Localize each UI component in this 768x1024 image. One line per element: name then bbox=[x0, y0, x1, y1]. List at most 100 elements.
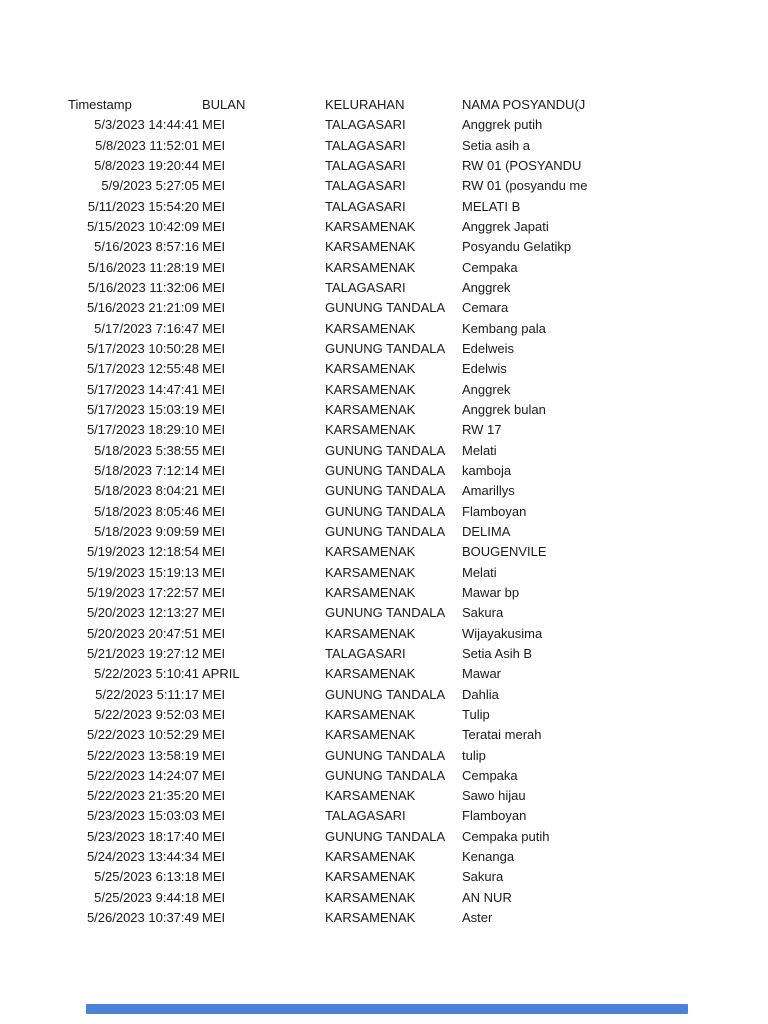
column-header-kelurahan: KELURAHAN bbox=[325, 97, 405, 112]
cell-kelurahan: TALAGASARI bbox=[325, 198, 406, 214]
cell-bulan: MEI bbox=[202, 910, 226, 926]
cell-timestamp: 5/17/2023 18:29:10 bbox=[86, 422, 199, 438]
cell-bulan: MEI bbox=[202, 340, 226, 356]
table-row: 5/11/2023 15:54:20 MEI TALAGASARI MELATI… bbox=[68, 197, 613, 217]
cell-nama-posyandu: Setia Asih B bbox=[462, 645, 533, 661]
cell-timestamp: 5/22/2023 5:10:41 bbox=[94, 666, 199, 682]
cell-bulan: MEI bbox=[202, 483, 226, 499]
cell-kelurahan: KARSAMENAK bbox=[325, 544, 416, 560]
horizontal-scrollbar-thumb[interactable] bbox=[86, 1004, 688, 1014]
table-row: 5/16/2023 21:21:09 MEI GUNUNG TANDALA Ce… bbox=[68, 298, 613, 318]
cell-kelurahan: TALAGASARI bbox=[325, 117, 406, 133]
cell-nama-posyandu: Kenanga bbox=[462, 849, 515, 865]
column-header-bulan: BULAN bbox=[202, 97, 246, 112]
cell-kelurahan: KARSAMENAK bbox=[325, 706, 416, 722]
cell-timestamp: 5/18/2023 7:12:14 bbox=[94, 462, 199, 478]
cell-timestamp: 5/18/2023 8:04:21 bbox=[94, 483, 199, 499]
cell-kelurahan: KARSAMENAK bbox=[325, 401, 416, 417]
cell-kelurahan: KARSAMENAK bbox=[325, 889, 416, 905]
cell-kelurahan: GUNUNG TANDALA bbox=[325, 523, 446, 539]
cell-timestamp: 5/20/2023 20:47:51 bbox=[86, 625, 199, 641]
cell-kelurahan: KARSAMENAK bbox=[325, 727, 416, 743]
cell-nama-posyandu: BOUGENVILE bbox=[462, 544, 547, 560]
cell-nama-posyandu: Edelwis bbox=[462, 361, 507, 377]
cell-bulan: MEI bbox=[202, 117, 226, 133]
cell-kelurahan: KARSAMENAK bbox=[325, 869, 416, 885]
cell-nama-posyandu: Mawar bbox=[462, 666, 502, 682]
cell-timestamp: 5/17/2023 14:47:41 bbox=[86, 381, 199, 397]
cell-bulan: MEI bbox=[202, 462, 226, 478]
cell-kelurahan: GUNUNG TANDALA bbox=[325, 300, 446, 316]
table-row: 5/25/2023 9:44:18 MEI KARSAMENAK AN NUR bbox=[68, 888, 613, 908]
cell-nama-posyandu: MELATI B bbox=[462, 198, 521, 214]
cell-nama-posyandu: Flamboyan bbox=[462, 808, 527, 824]
table-row: 5/17/2023 15:03:19 MEI KARSAMENAK Anggre… bbox=[68, 400, 613, 420]
cell-kelurahan: KARSAMENAK bbox=[325, 361, 416, 377]
cell-bulan: MEI bbox=[202, 686, 226, 702]
cell-kelurahan: GUNUNG TANDALA bbox=[325, 686, 446, 702]
cell-timestamp: 5/8/2023 11:52:01 bbox=[95, 137, 199, 153]
table-row: 5/22/2023 5:10:41 APRIL KARSAMENAK Mawar bbox=[68, 664, 613, 684]
cell-timestamp: 5/8/2023 19:20:44 bbox=[94, 157, 199, 173]
cell-kelurahan: KARSAMENAK bbox=[325, 625, 416, 641]
cell-bulan: MEI bbox=[202, 584, 226, 600]
cell-nama-posyandu: Tulip bbox=[462, 706, 490, 722]
spreadsheet-table: Timestamp BULAN KELURAHAN NAMA POSYANDU(… bbox=[68, 95, 613, 928]
cell-nama-posyandu: Anggrek Japati bbox=[462, 218, 549, 234]
table-row: 5/19/2023 12:18:54 MEI KARSAMENAK BOUGEN… bbox=[68, 542, 613, 562]
table-row: 5/16/2023 8:57:16 MEI KARSAMENAK Posyand… bbox=[68, 237, 613, 257]
cell-kelurahan: TALAGASARI bbox=[325, 137, 406, 153]
table-row: 5/18/2023 7:12:14 MEI GUNUNG TANDALA kam… bbox=[68, 461, 613, 481]
cell-bulan: MEI bbox=[202, 767, 226, 783]
cell-kelurahan: KARSAMENAK bbox=[325, 239, 416, 255]
cell-nama-posyandu: Teratai merah bbox=[462, 727, 542, 743]
cell-nama-posyandu: RW 01 (POSYANDU bbox=[462, 157, 582, 173]
cell-bulan: MEI bbox=[202, 259, 226, 275]
cell-timestamp: 5/18/2023 9:09:59 bbox=[94, 523, 199, 539]
table-row: 5/23/2023 15:03:03 MEI TALAGASARI Flambo… bbox=[68, 806, 613, 826]
cell-bulan: MEI bbox=[202, 828, 226, 844]
cell-kelurahan: KARSAMENAK bbox=[325, 849, 416, 865]
table-row: 5/18/2023 9:09:59 MEI GUNUNG TANDALA DEL… bbox=[68, 522, 613, 542]
cell-timestamp: 5/22/2023 5:11:17 bbox=[95, 686, 199, 702]
table-row: 5/22/2023 5:11:17 MEI GUNUNG TANDALA Dah… bbox=[68, 685, 613, 705]
cell-kelurahan: KARSAMENAK bbox=[325, 259, 416, 275]
table-row: 5/22/2023 14:24:07 MEI GUNUNG TANDALA Ce… bbox=[68, 766, 613, 786]
cell-bulan: MEI bbox=[202, 442, 226, 458]
cell-timestamp: 5/19/2023 15:19:13 bbox=[86, 564, 199, 580]
cell-kelurahan: KARSAMENAK bbox=[325, 381, 416, 397]
cell-kelurahan: TALAGASARI bbox=[325, 279, 406, 295]
cell-bulan: MEI bbox=[202, 747, 226, 763]
cell-nama-posyandu: Sakura bbox=[462, 605, 504, 621]
table-row: 5/15/2023 10:42:09 MEI KARSAMENAK Anggre… bbox=[68, 217, 613, 237]
cell-kelurahan: KARSAMENAK bbox=[325, 584, 416, 600]
cell-nama-posyandu: Anggrek bulan bbox=[462, 401, 546, 417]
table-row: 5/16/2023 11:32:06 MEI TALAGASARI Anggre… bbox=[68, 278, 613, 298]
cell-bulan: MEI bbox=[202, 544, 226, 560]
cell-kelurahan: GUNUNG TANDALA bbox=[325, 828, 446, 844]
table-row: 5/25/2023 6:13:18 MEI KARSAMENAK Sakura bbox=[68, 867, 613, 887]
cell-kelurahan: GUNUNG TANDALA bbox=[325, 483, 446, 499]
cell-kelurahan: KARSAMENAK bbox=[325, 788, 416, 804]
cell-bulan: MEI bbox=[202, 320, 226, 336]
cell-nama-posyandu: Edelweis bbox=[462, 340, 515, 356]
table-row: 5/20/2023 12:13:27 MEI GUNUNG TANDALA Sa… bbox=[68, 603, 613, 623]
cell-bulan: MEI bbox=[202, 361, 226, 377]
cell-timestamp: 5/16/2023 8:57:16 bbox=[94, 239, 199, 255]
cell-timestamp: 5/25/2023 9:44:18 bbox=[94, 889, 199, 905]
cell-kelurahan: GUNUNG TANDALA bbox=[325, 605, 446, 621]
cell-bulan: MEI bbox=[202, 808, 226, 824]
cell-kelurahan: KARSAMENAK bbox=[325, 320, 416, 336]
cell-bulan: MEI bbox=[202, 889, 226, 905]
cell-bulan: MEI bbox=[202, 605, 226, 621]
cell-nama-posyandu: Mawar bp bbox=[462, 584, 520, 600]
table-row: 5/17/2023 14:47:41 MEI KARSAMENAK Anggre… bbox=[68, 380, 613, 400]
column-header-nama-posyandu: NAMA POSYANDU(J bbox=[462, 97, 586, 112]
cell-nama-posyandu: Cempaka putih bbox=[462, 828, 550, 844]
table-row: 5/9/2023 5:27:05 MEI TALAGASARI RW 01 (p… bbox=[68, 176, 613, 196]
cell-bulan: MEI bbox=[202, 727, 226, 743]
cell-timestamp: 5/23/2023 15:03:03 bbox=[86, 808, 199, 824]
cell-timestamp: 5/19/2023 12:18:54 bbox=[86, 544, 199, 560]
cell-nama-posyandu: Sakura bbox=[462, 869, 504, 885]
cell-bulan: APRIL bbox=[202, 666, 240, 682]
